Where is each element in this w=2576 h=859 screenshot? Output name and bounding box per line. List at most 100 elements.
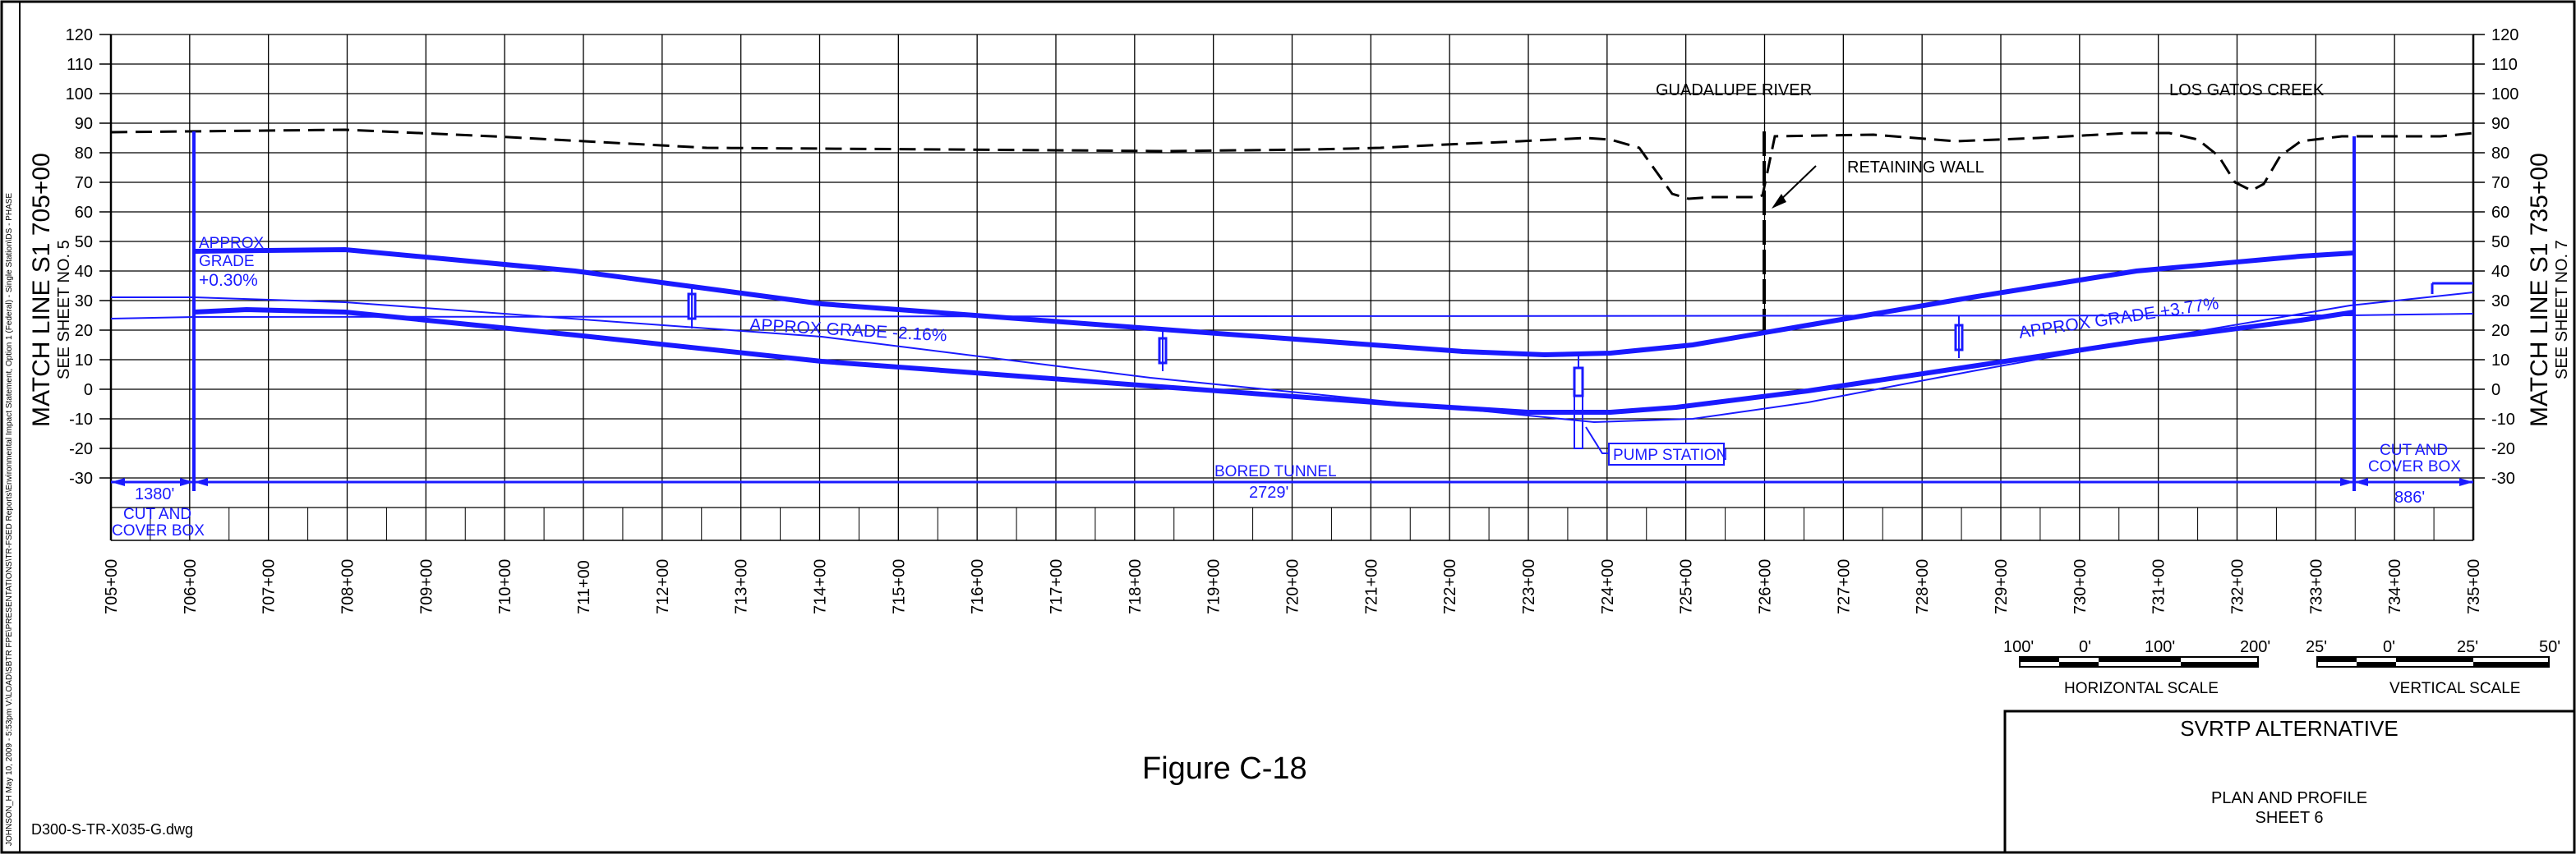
drawing-filename: D300-S-TR-X035-G.dwg <box>31 821 193 838</box>
elevation-label: 30 <box>75 292 93 310</box>
grade-label-1-line3: +0.30% <box>199 271 258 290</box>
station-label: 731+00 <box>2150 559 2168 614</box>
tunnel-invert-line-thin <box>110 313 2474 319</box>
station-label: 705+00 <box>103 559 121 614</box>
vscale-label-0: 25' <box>2306 638 2327 656</box>
vscale-label-2: 25' <box>2457 638 2478 656</box>
los-gatos-creek-label: LOS GATOS CREEK <box>2169 81 2325 99</box>
station-label: 732+00 <box>2229 559 2247 614</box>
horizontal-scale: 100' 0' 100' 200' HORIZONTAL SCALE <box>2003 638 2270 697</box>
elevation-label: 90 <box>75 115 93 133</box>
station-label: 724+00 <box>1599 559 1617 614</box>
mid-segment-name: BORED TUNNEL <box>1214 463 1337 480</box>
hscale-title: HORIZONTAL SCALE <box>2064 680 2219 697</box>
elevation-label: 40 <box>2491 263 2509 281</box>
leader-arrow-icon <box>1772 194 1786 209</box>
station-label: 714+00 <box>812 559 830 614</box>
elevation-label: 120 <box>2491 26 2518 44</box>
elevation-label: 50 <box>2491 233 2509 251</box>
match-line-left-title: MATCH LINE S1 705+00 <box>28 153 55 427</box>
vscale-title: VERTICAL SCALE <box>2389 680 2520 697</box>
guadalupe-river-label: GUADALUPE RIVER <box>1656 81 1812 99</box>
station-label: 719+00 <box>1205 559 1223 614</box>
elevation-label: 60 <box>2491 204 2509 222</box>
dim-arrow-icon <box>180 478 194 486</box>
elevation-label: 80 <box>75 145 93 163</box>
mid-segment-length: 2729' <box>1249 484 1288 502</box>
station-label: 706+00 <box>182 559 200 614</box>
elevation-label: 110 <box>2491 56 2518 74</box>
elevation-label: 10 <box>2491 351 2509 370</box>
station-label: 707+00 <box>260 559 279 614</box>
elevation-label: 70 <box>2491 174 2509 192</box>
station-label: 710+00 <box>496 559 514 614</box>
elevation-label: 120 <box>66 26 93 44</box>
station-label: 734+00 <box>2386 559 2404 614</box>
station-label: 712+00 <box>654 559 672 614</box>
elevation-label: -10 <box>69 411 93 429</box>
elevation-label: -30 <box>2491 470 2515 488</box>
dim-arrow-icon <box>111 478 125 486</box>
station-label: 723+00 <box>1520 559 1538 614</box>
elevation-label: 40 <box>75 263 93 281</box>
station-label: 709+00 <box>417 559 435 614</box>
elevation-label: 30 <box>2491 292 2509 310</box>
station-label: 716+00 <box>969 559 987 614</box>
elevation-label: -30 <box>69 470 93 488</box>
elevation-label: 90 <box>2491 115 2509 133</box>
station-label: 725+00 <box>1678 559 1696 614</box>
pump-station-leader <box>1585 426 1611 454</box>
left-segment-length: 1380' <box>135 485 174 503</box>
hscale-label-2: 100' <box>2145 638 2175 656</box>
dim-arrow-icon <box>194 478 208 486</box>
side-stamp: JOHNSON_H May 10, 2009 - 5:53pm V:\LOAD\… <box>5 193 14 846</box>
station-labels: 705+00 706+00 707+00 708+00 709+00 710+00 711+… <box>103 559 2483 614</box>
hscale-label-1: 0' <box>2079 638 2091 656</box>
elevation-label: 100 <box>2491 85 2518 103</box>
match-line-left-sub: SEE SHEET NO. 5 <box>55 240 73 379</box>
grade-label-1-line1: APPROX <box>199 235 265 252</box>
hscale-label-0: 100' <box>2003 638 2034 656</box>
elevation-label: 10 <box>75 351 93 370</box>
station-label: 735+00 <box>2465 559 2483 614</box>
elevation-label: 60 <box>75 204 93 222</box>
elevation-label: 20 <box>2491 322 2509 340</box>
station-label: 730+00 <box>2071 559 2090 614</box>
dim-arrow-icon <box>2459 478 2473 486</box>
elevation-label: -20 <box>2491 440 2515 458</box>
station-label: 729+00 <box>1993 559 2011 614</box>
title-block <box>2003 710 2576 854</box>
vscale-label-3: 50' <box>2539 638 2560 656</box>
elevation-label: 50 <box>75 233 93 251</box>
hscale-label-3: 200' <box>2240 638 2270 656</box>
station-label: 728+00 <box>1914 559 1932 614</box>
grade-label-1-line2: GRADE <box>199 253 255 270</box>
station-label: 713+00 <box>733 559 751 614</box>
elevation-label: 100 <box>66 85 93 103</box>
elevation-label: 110 <box>67 56 93 74</box>
elevation-label: 80 <box>2491 145 2509 163</box>
station-label: 733+00 <box>2307 559 2325 614</box>
right-segment-name-2: COVER BOX <box>2368 458 2461 475</box>
station-label: 717+00 <box>1048 559 1066 614</box>
pump-station-shaft <box>1573 366 1584 397</box>
elevation-label: -20 <box>69 440 93 458</box>
station-label: 727+00 <box>1835 559 1853 614</box>
left-segment-name-2: COVER BOX <box>112 522 205 540</box>
right-segment-length: 886' <box>2394 489 2425 507</box>
retaining-wall-label: RETAINING WALL <box>1847 158 1984 177</box>
station-label: 718+00 <box>1127 559 1145 614</box>
pump-station-label: PUMP STATION <box>1613 447 1727 464</box>
elevation-label: 0 <box>84 381 93 399</box>
dim-arrow-icon <box>2340 478 2354 486</box>
station-label: 726+00 <box>1757 559 1775 614</box>
elevation-label: 70 <box>75 174 93 192</box>
right-segment-name-1: CUT AND <box>2380 442 2448 459</box>
elevation-label: 0 <box>2491 381 2500 399</box>
vertical-scale: 25' 0' 25' 50' VERTICAL SCALE <box>2306 638 2560 697</box>
elevation-label: -10 <box>2491 411 2515 429</box>
